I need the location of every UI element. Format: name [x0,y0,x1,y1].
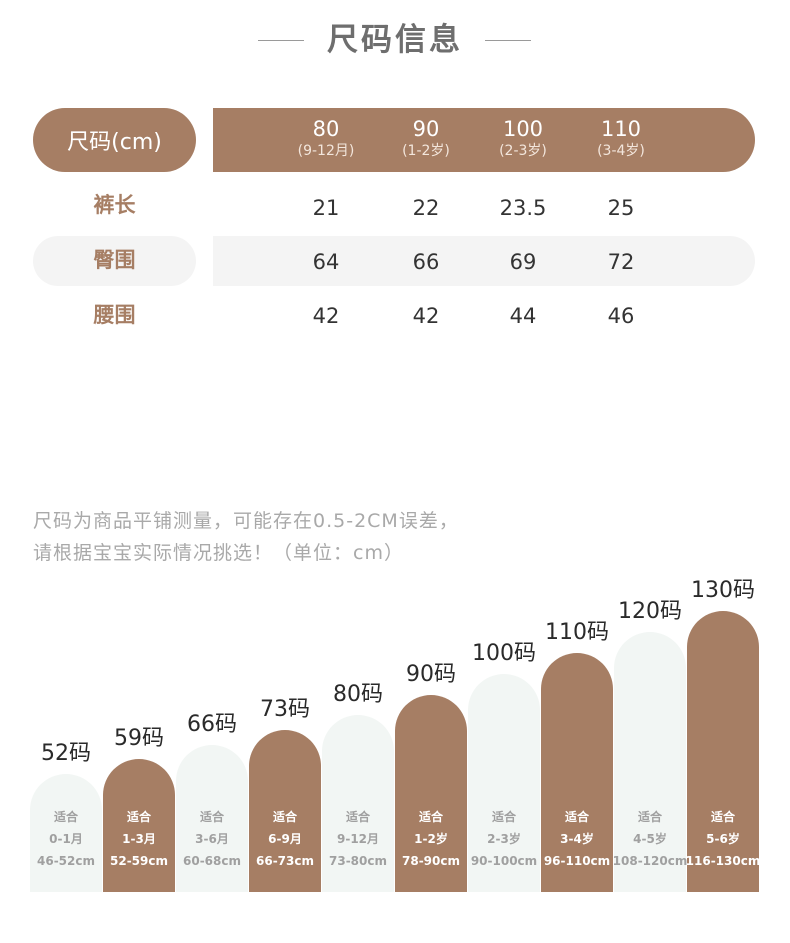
size-age: (1-2岁) [402,143,450,159]
size-code-label: 90码 [406,661,456,687]
title-left-divider [258,40,304,41]
size-bar-info: 适合 5-6岁 116-130cm [683,806,763,872]
size-bar-info: 适合 9-12月 73-80cm [318,806,398,872]
height-range: 90-100cm [470,854,538,868]
height-range: 78-90cm [402,854,460,868]
size-column-110: 110 (3-4岁) [573,116,669,160]
suit-label: 适合 [126,810,151,824]
size-code-label: 52码 [41,741,91,766]
size-bar [176,744,248,892]
suit-label: 适合 [418,810,443,824]
height-range: 108-120cm [612,854,688,868]
table-cell: 66 [412,250,440,274]
suit-label: 适合 [53,810,78,824]
height-range: 116-130cm [685,854,761,868]
suit-label: 适合 [710,810,735,824]
size-code-label: 100码 [472,640,536,666]
height-range: 96-110cm [543,854,611,868]
size-number: 100 [502,117,544,141]
size-bar [687,611,759,892]
size-column-100: 100 (2-3岁) [475,116,571,160]
row-label-hip: 臀围 [93,248,136,272]
table-cell: 72 [607,250,635,274]
size-code-label: 73码 [260,697,310,723]
suit-label: 适合 [272,810,297,824]
size-bar [249,730,321,892]
note-line-2: 请根据宝宝实际情况挑选！（单位：cm） [33,542,404,564]
size-code-label: 110码 [545,619,609,645]
table-cell: 64 [312,250,340,274]
table-header-bar [213,108,755,172]
size-bar-info: 适合 1-3月 52-59cm [99,806,179,872]
size-bar [468,673,540,892]
size-bar-info: 适合 6-9月 66-73cm [245,806,325,872]
table-cell: 69 [509,250,537,274]
age-range: 1-3月 [122,832,156,846]
age-range: 3-4岁 [560,832,594,846]
age-range: 4-5岁 [633,832,667,846]
height-range: 73-80cm [329,854,387,868]
row-stripe-left [33,236,196,286]
age-range: 6-9月 [268,832,302,846]
size-bar [322,715,394,892]
table-cell: 42 [312,304,340,328]
suit-label: 适合 [564,810,589,824]
size-code-label: 59码 [114,726,164,752]
height-range: 52-59cm [110,854,168,868]
size-column-80: 80 (9-12月) [278,116,374,160]
table-cell: 21 [312,196,340,220]
size-bar [30,774,102,892]
height-range: 66-73cm [256,854,314,868]
size-bar [614,631,686,892]
size-bar-info: 适合 0-1月 46-52cm [26,806,106,872]
measurement-note: 尺码为商品平铺测量，可能存在0.5-2CM误差， 请根据宝宝实际情况挑选！（单位… [33,505,459,569]
suit-label: 适合 [637,810,662,824]
size-bar [395,694,467,892]
suit-label: 适合 [345,810,370,824]
title-right-divider [485,40,531,41]
row-stripe-right [213,236,755,286]
table-cell: 42 [412,304,440,328]
age-range: 2-3岁 [487,832,521,846]
size-age: (9-12月) [297,143,355,159]
suit-label: 适合 [491,810,516,824]
table-cell: 23.5 [499,196,547,220]
size-bar-info: 适合 2-3岁 90-100cm [464,806,544,872]
size-bar-info: 适合 3-4岁 96-110cm [537,806,617,872]
table-cell: 44 [509,304,537,328]
size-bar-info: 适合 3-6月 60-68cm [172,806,252,872]
table-cell: 22 [412,196,440,220]
age-range: 0-1月 [49,832,83,846]
size-code-label: 80码 [333,682,383,708]
note-line-1: 尺码为商品平铺测量，可能存在0.5-2CM误差， [33,510,459,532]
age-range: 5-6岁 [706,832,740,846]
size-number: 110 [600,117,642,141]
size-age: (3-4岁) [597,143,645,159]
row-label-pants-length: 裤长 [93,193,136,217]
table-header-label: 尺码(cm) [33,108,196,172]
age-range: 1-2岁 [414,832,448,846]
size-number: 90 [412,117,440,141]
age-range: 9-12月 [336,832,380,846]
table-cell: 25 [607,196,635,220]
size-number: 80 [312,117,340,141]
table-cell: 46 [607,304,635,328]
header-label-text: 尺码(cm) [67,130,162,155]
page-title: 尺码信息 [327,22,463,58]
size-column-90: 90 (1-2岁) [378,116,474,160]
size-code-label: 120码 [618,598,682,624]
age-range: 3-6月 [195,832,229,846]
size-bar-info: 适合 1-2岁 78-90cm [391,806,471,872]
suit-label: 适合 [199,810,224,824]
height-range: 60-68cm [183,854,241,868]
size-bar [541,652,613,892]
row-label-waist: 腰围 [93,303,136,327]
size-age: (2-3岁) [499,143,547,159]
size-code-label: 130码 [691,578,755,603]
height-range: 46-52cm [37,854,95,868]
size-bar-info: 适合 4-5岁 108-120cm [610,806,690,872]
size-code-label: 66码 [187,711,237,737]
size-bar [103,759,175,892]
